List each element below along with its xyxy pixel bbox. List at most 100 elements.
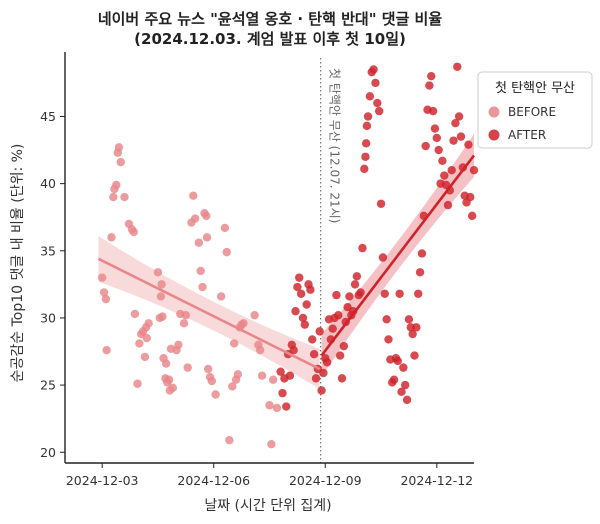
point-after — [438, 156, 447, 165]
point-before — [140, 352, 150, 362]
x-tick-label: 2024-12-09 — [289, 473, 362, 488]
point-after — [298, 313, 308, 323]
point-before — [265, 401, 274, 410]
point-after — [302, 300, 311, 309]
point-after — [432, 133, 442, 143]
point-after — [369, 65, 378, 74]
point-after — [380, 289, 389, 298]
y-axis-label: 순공감순 Top10 댓글 내 비율 (단위: %) — [10, 144, 26, 383]
point-after — [371, 78, 380, 88]
point-after — [466, 192, 475, 202]
point-after — [427, 71, 436, 81]
point-after — [404, 315, 414, 324]
point-after — [456, 132, 466, 141]
point-before — [267, 439, 276, 449]
legend: 첫 탄핵안 무산 BEFORE AFTER — [477, 71, 593, 149]
point-after — [360, 164, 369, 174]
chart-subtitle: (2024.12.03. 계엄 발표 이후 첫 10일) — [134, 30, 406, 48]
point-after — [469, 165, 479, 175]
y-tick-label: 45 — [40, 109, 56, 124]
point-after — [443, 200, 453, 210]
point-after — [317, 386, 326, 395]
point-before — [116, 157, 125, 167]
point-before — [239, 319, 248, 328]
trend-line-before — [97, 257, 321, 371]
point-after — [415, 268, 425, 277]
point-after — [373, 98, 382, 108]
point-before — [179, 319, 189, 328]
point-before — [228, 382, 237, 391]
point-before — [109, 192, 118, 202]
point-after — [454, 112, 464, 121]
x-tick-label: 2024-12-06 — [177, 473, 250, 488]
point-after — [339, 341, 349, 351]
point-after — [425, 81, 434, 90]
point-after — [361, 139, 371, 148]
point-after — [296, 289, 306, 298]
point-before — [225, 435, 234, 445]
point-after — [345, 292, 354, 301]
point-before — [153, 268, 163, 277]
point-after — [365, 92, 375, 101]
legend-label-after: AFTER — [508, 128, 546, 142]
point-before — [157, 280, 166, 289]
point-after — [421, 141, 430, 151]
point-before — [203, 364, 213, 374]
point-after — [382, 315, 391, 324]
point-before — [194, 238, 204, 247]
point-after — [361, 152, 370, 161]
point-before — [269, 375, 278, 384]
point-after — [389, 375, 399, 384]
point-after — [291, 307, 300, 316]
point-before — [250, 311, 259, 320]
point-before — [272, 403, 282, 413]
point-before — [222, 247, 231, 257]
y-tick-label: 25 — [40, 378, 56, 393]
point-before — [256, 345, 265, 355]
point-before — [174, 340, 183, 350]
legend-title: 첫 탄핵안 무산 — [495, 81, 575, 96]
point-after — [453, 62, 462, 71]
point-before — [97, 273, 107, 282]
legend-marker-after — [488, 129, 500, 141]
point-after — [337, 374, 347, 383]
x-tick-label: 2024-12-03 — [66, 473, 139, 488]
point-after — [384, 335, 393, 344]
point-after — [335, 351, 345, 360]
point-after — [467, 211, 477, 221]
point-before — [198, 282, 207, 292]
x-ticks: 2024-12-03 2024-12-06 2024-12-09 2024-12-12 — [66, 463, 473, 488]
point-after — [289, 345, 298, 355]
point-after — [315, 327, 324, 336]
point-after — [428, 106, 438, 116]
point-after — [401, 380, 410, 390]
point-after — [350, 280, 360, 289]
trend-lines — [97, 154, 476, 371]
point-before — [207, 376, 217, 386]
point-after — [309, 350, 319, 359]
point-after — [451, 118, 460, 128]
point-before — [211, 390, 220, 399]
point-after — [334, 311, 343, 320]
y-tick-label: 30 — [40, 310, 56, 325]
point-after — [399, 363, 408, 372]
point-after — [278, 388, 287, 398]
point-after — [352, 272, 362, 281]
point-before — [216, 292, 226, 301]
point-after — [285, 371, 295, 380]
point-after — [363, 112, 373, 121]
point-after — [295, 273, 304, 282]
point-before — [135, 339, 144, 348]
point-before — [130, 309, 140, 319]
point-before — [168, 383, 178, 392]
event-line: 첫 탄핵안 무산 (12.07. 21시) — [320, 58, 342, 463]
point-before — [101, 294, 111, 304]
y-tick-label: 20 — [40, 445, 56, 460]
point-after — [414, 289, 423, 298]
point-before — [220, 223, 230, 233]
point-after — [328, 324, 337, 333]
point-after — [449, 136, 458, 145]
point-before — [190, 214, 200, 223]
point-after — [356, 288, 365, 297]
point-after — [306, 285, 315, 294]
